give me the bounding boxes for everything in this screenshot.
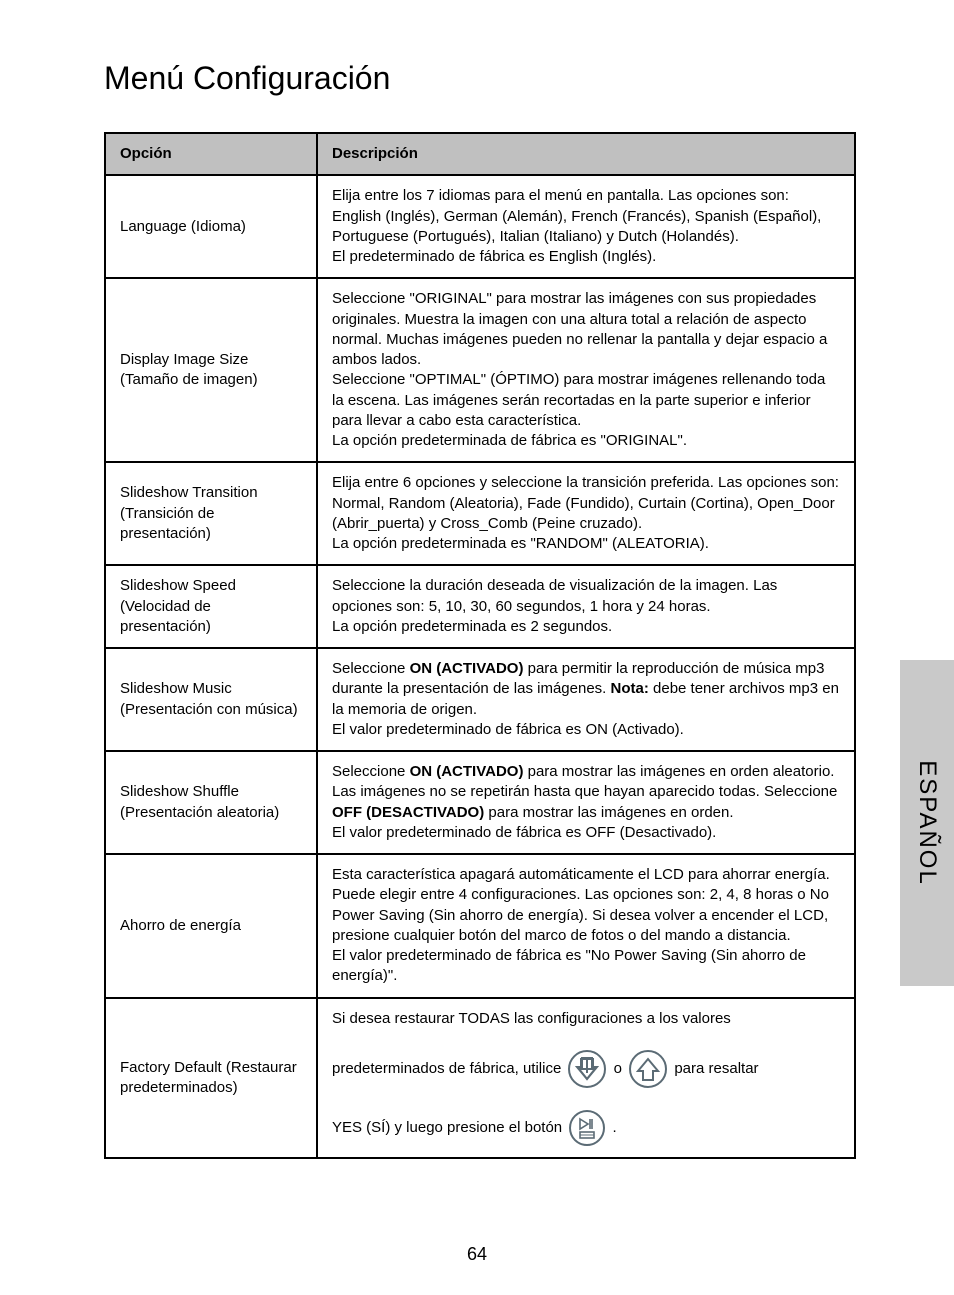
table-row: Slideshow Speed (Velocidad de presentaci… (105, 565, 855, 648)
down-arrow-icon (567, 1049, 607, 1089)
opt-transition: Slideshow Transition (Transición de pres… (105, 462, 317, 565)
table-row: Language (Idioma) Elija entre los 7 idio… (105, 175, 855, 278)
opt-powersave: Ahorro de energía (105, 854, 317, 998)
opt-language: Language (Idioma) (105, 175, 317, 278)
opt-shuffle: Slideshow Shuffle (Presentación aleatori… (105, 751, 317, 854)
header-option: Opción (105, 133, 317, 175)
table-row: Slideshow Music (Presentación con música… (105, 648, 855, 751)
text: Si desea restaurar TODAS las configuraci… (332, 1010, 731, 1027)
text: predeterminados de fábrica, utilice (332, 1060, 565, 1077)
desc-image-size: Seleccione "ORIGINAL" para mostrar las i… (317, 278, 855, 462)
page-number: 64 (0, 1244, 954, 1265)
header-description: Descripción (317, 133, 855, 175)
desc-powersave: Esta característica apagará automáticame… (317, 854, 855, 998)
opt-speed: Slideshow Speed (Velocidad de presentaci… (105, 565, 317, 648)
opt-factory-default: Factory Default (Restaurar predeterminad… (105, 998, 317, 1159)
bold-on: ON (ACTIVADO) (410, 660, 524, 677)
bold-nota: Nota: (611, 680, 649, 697)
desc-factory-default: Si desea restaurar TODAS las configuraci… (317, 998, 855, 1159)
table-row: Ahorro de energía Esta característica ap… (105, 854, 855, 998)
table-row: Slideshow Shuffle (Presentación aleatori… (105, 751, 855, 854)
desc-transition: Elija entre 6 opciones y seleccione la t… (317, 462, 855, 565)
text: Seleccione (332, 660, 410, 677)
language-side-tab: ESPAÑOL (900, 660, 954, 986)
side-tab-label: ESPAÑOL (913, 760, 941, 886)
opt-image-size: Display Image Size (Tamaño de imagen) (105, 278, 317, 462)
page-title: Menú Configuración (104, 60, 390, 97)
desc-speed: Seleccione la duración deseada de visual… (317, 565, 855, 648)
text: para resaltar (674, 1060, 758, 1077)
text: YES (SÍ) y luego presione el botón (332, 1119, 566, 1136)
bold-on: ON (ACTIVADO) (410, 763, 524, 780)
up-arrow-icon (628, 1049, 668, 1089)
config-table: Opción Descripción Language (Idioma) Eli… (104, 132, 856, 1159)
text: . (612, 1119, 616, 1136)
play-menu-icon (568, 1109, 606, 1147)
table-header-row: Opción Descripción (105, 133, 855, 175)
opt-music: Slideshow Music (Presentación con música… (105, 648, 317, 751)
bold-off: OFF (DESACTIVADO) (332, 804, 484, 821)
desc-language: Elija entre los 7 idiomas para el menú e… (317, 175, 855, 278)
table-row: Display Image Size (Tamaño de imagen) Se… (105, 278, 855, 462)
desc-shuffle: Seleccione ON (ACTIVADO) para mostrar la… (317, 751, 855, 854)
text-or: o (614, 1060, 627, 1077)
desc-music: Seleccione ON (ACTIVADO) para permitir l… (317, 648, 855, 751)
table-row: Slideshow Transition (Transición de pres… (105, 462, 855, 565)
table-row: Factory Default (Restaurar predeterminad… (105, 998, 855, 1159)
text: Seleccione (332, 763, 410, 780)
